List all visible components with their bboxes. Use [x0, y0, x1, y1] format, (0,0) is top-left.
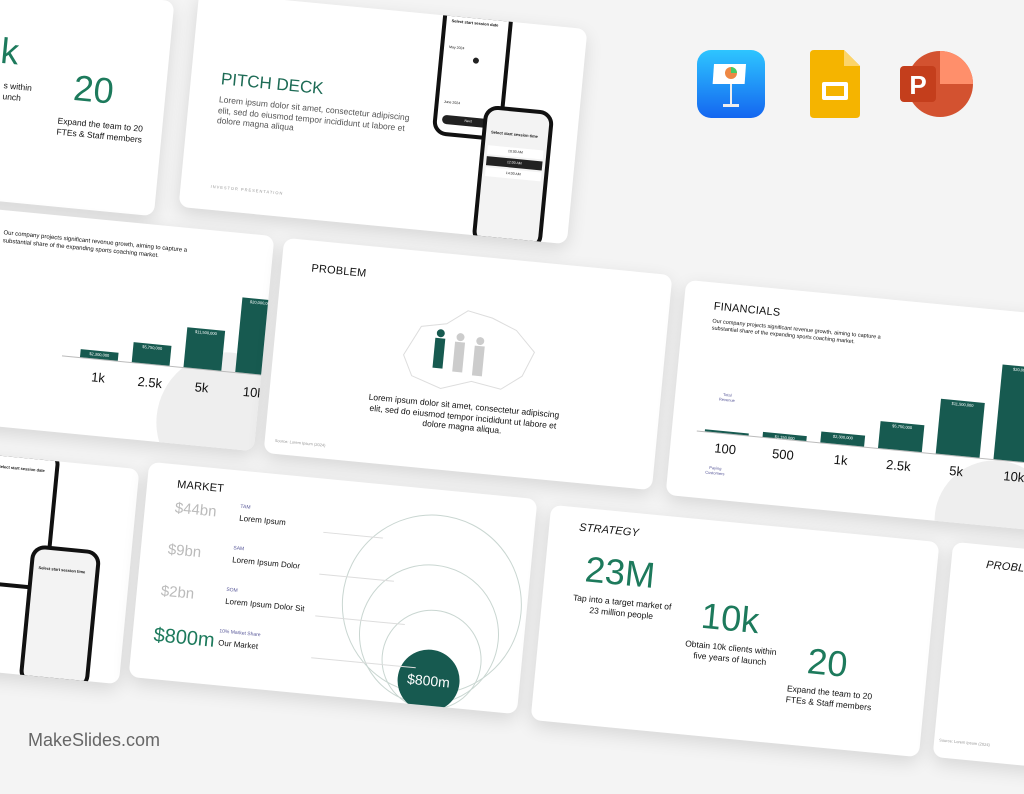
bar-5k: $11,500,000 — [183, 327, 226, 371]
bar-100 — [704, 429, 749, 436]
market-value: $800m — [152, 624, 216, 652]
slide-problem[interactable]: PROBLEM Lorem ipsum dolor sit amet, cons… — [263, 237, 673, 491]
bar-1k: $2,300,000 — [79, 349, 119, 361]
slide-financials[interactable]: FINANCIALS Our company projects signific… — [665, 279, 1024, 533]
person-icon — [471, 337, 485, 377]
bar-1k: $2,300,000 — [820, 431, 866, 447]
calendar-month: June 2024 — [443, 99, 461, 106]
stat-text: unch — [2, 91, 22, 103]
stat-text: Expand the team to 20 FTEs & Staff membe… — [785, 683, 873, 713]
x-label: 100 — [713, 440, 737, 458]
pitch-footer: INVESTOR PRESENTATION — [210, 183, 284, 196]
bar-value-label: $11,500,000 — [951, 401, 974, 409]
market-tag: 10% Market Share — [219, 628, 261, 639]
selected-date — [472, 57, 480, 64]
powerpoint-icon: P — [900, 50, 974, 118]
stat-text: Obtain 10k clients within five years of … — [684, 638, 777, 667]
market-tag: SAM — [233, 545, 245, 553]
bar-value-label: $1,150,000 — [774, 433, 795, 441]
problem-source: Source: Lorem Ipsum (2024) — [938, 737, 991, 748]
market-tag: SOM — [226, 586, 238, 594]
market-label: Lorem Ipsum Dolor Sit — [224, 596, 305, 614]
slide-pitch-deck[interactable]: PITCH DECK Lorem ipsum dolor sit amet, c… — [178, 0, 588, 245]
market-label: Lorem Ipsum — [238, 513, 287, 528]
map-people-illustration — [403, 310, 536, 390]
problem-title: PROBLEM — [310, 262, 367, 280]
phone-mockup-time: Select start session time — [18, 544, 102, 685]
calendar-title: Select start session date — [451, 18, 499, 28]
svg-text:P: P — [909, 70, 926, 100]
x-label: 2.5k — [885, 456, 912, 475]
bar-value-label: $5,750,000 — [891, 422, 913, 430]
pitch-title: PITCH DECK — [220, 69, 325, 99]
calendar-month: May 2024 — [448, 45, 465, 51]
stat-text: Tap into a target market of 23 million p… — [572, 592, 672, 621]
slide-strategy-partial[interactable]: k s within unch 20 Expand the team to 20… — [0, 0, 175, 217]
slide-strategy[interactable]: STRATEGY 23M Tap into a target market of… — [530, 504, 940, 758]
bar-value-label: $2,300,000 — [832, 433, 854, 441]
brand-watermark: MakeSlides.com — [28, 730, 161, 750]
stat-value: 10k — [699, 594, 762, 642]
financials-title: FINANCIALS — [713, 300, 781, 319]
bar-chart: $2,300,000 $5,750,000 $11,500,000 $20,00… — [61, 276, 275, 376]
slide-financials-partial[interactable]: Our company projects significant revenue… — [0, 198, 275, 452]
x-label: 1k — [90, 369, 106, 386]
bar-500: $1,150,000 — [762, 431, 807, 442]
x-label: 2.5k — [136, 373, 163, 392]
x-label: 10k — [1002, 468, 1024, 486]
market-label: Lorem Ipsum Dolor — [231, 555, 301, 571]
stat-value: 20 — [71, 67, 116, 112]
person-icon — [452, 333, 466, 373]
pitch-body: Lorem ipsum dolor sit amet, consectetur … — [216, 94, 410, 133]
slide-market[interactable]: MARKET $800m $44bn TAM Lorem Ipsum $9bn … — [128, 461, 538, 715]
slide-problem-partial[interactable]: PROBLEM Source: Lorem Ipsum (2024) — [932, 541, 1024, 794]
stat-value: 20 — [805, 640, 850, 685]
market-tag: TAM — [240, 503, 251, 511]
bar-value-label — [705, 430, 749, 434]
stat-value: 23M — [583, 548, 657, 596]
stat-value: k — [0, 29, 21, 73]
bar-2.5k: $5,750,000 — [878, 420, 925, 453]
bar-10k: $20,000,000 — [993, 364, 1024, 464]
bar-5k: $11,500,000 — [935, 399, 985, 458]
x-label: 5k — [948, 462, 964, 480]
market-title: MARKET — [176, 478, 225, 496]
problem-source: Source: Lorem Ipsum (2024) — [274, 437, 326, 448]
phone-mockup-time: Select start session time 10:00 AM 12:00… — [471, 104, 555, 245]
market-value: $2bn — [160, 582, 195, 603]
strategy-title: STRATEGY — [578, 521, 640, 540]
time-title: Select start session time — [490, 129, 539, 139]
problem-title: PROBLEM — [985, 559, 1024, 577]
x-label: 1k — [833, 451, 849, 469]
slide-phone-partial[interactable]: Select start session date Select start s… — [0, 431, 140, 685]
market-value: $9bn — [167, 541, 202, 562]
calendar-title: Select start session date — [0, 463, 46, 474]
market-label: Our Market — [217, 638, 259, 652]
google-slides-icon — [810, 50, 860, 118]
market-value: $44bn — [174, 499, 218, 521]
keynote-icon — [697, 50, 765, 118]
person-icon — [432, 329, 446, 369]
financials-body: Our company projects significant revenue… — [2, 230, 188, 259]
bar-value-label: $20,000,000 — [1012, 366, 1024, 374]
bar-10k: $20,000,000 — [235, 297, 275, 376]
bar-2.5k: $5,750,000 — [131, 342, 172, 366]
paying-customers-label: Paying Customers — [705, 464, 725, 477]
time-title: Select start session time — [38, 564, 86, 575]
x-label: 500 — [771, 445, 795, 463]
stat-text: Expand the team to 20 FTEs & Staff membe… — [56, 115, 144, 145]
